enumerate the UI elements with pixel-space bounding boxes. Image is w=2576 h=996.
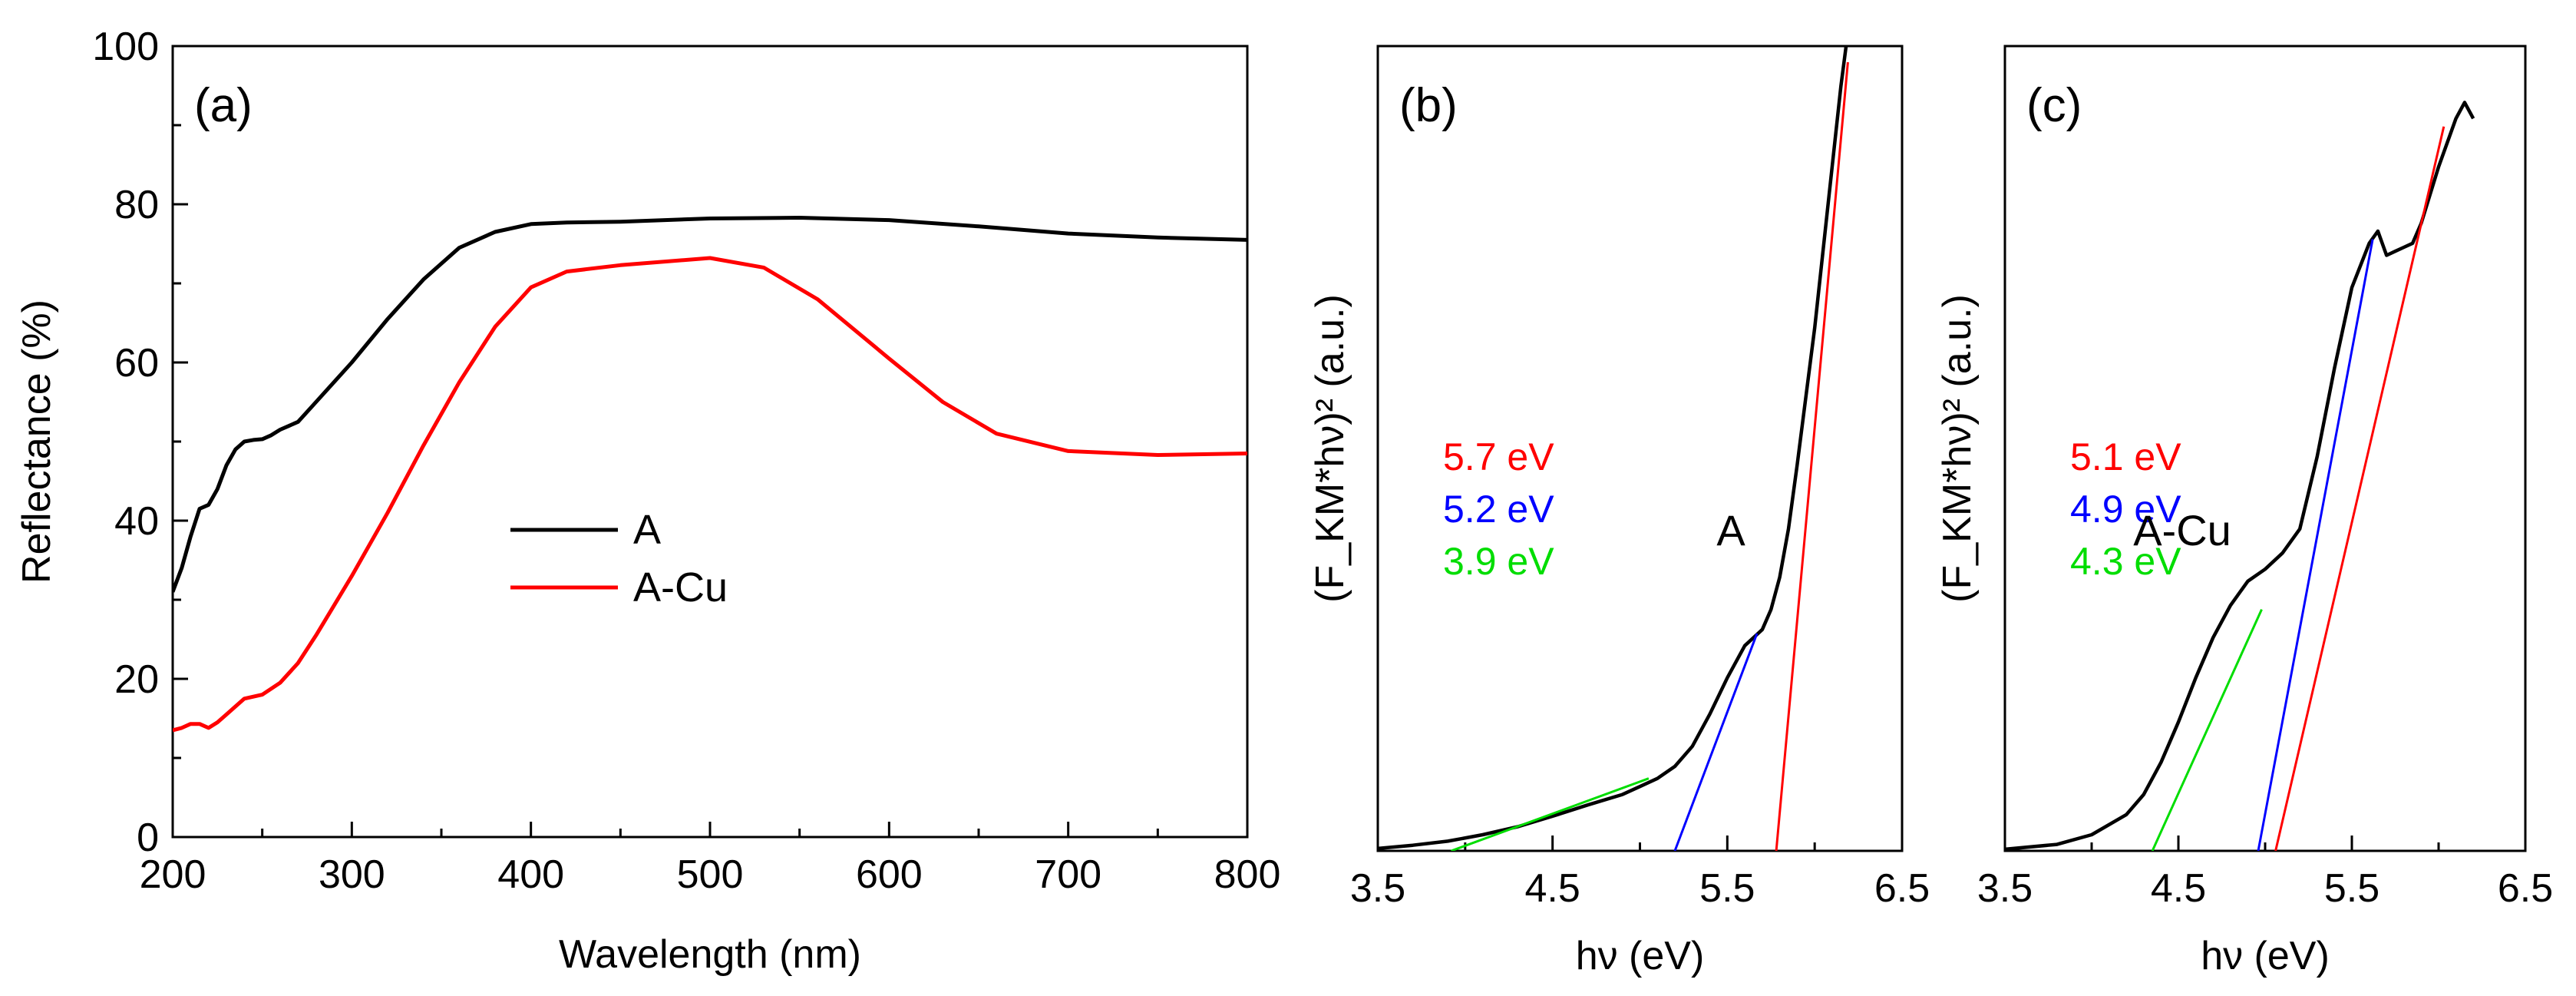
x-tick-label: 5.5	[1699, 866, 1755, 911]
x-axis-title: hν (eV)	[1576, 934, 1705, 978]
gap-label: 4.3 eV	[2070, 540, 2181, 583]
legend-label: A-Cu	[633, 564, 728, 611]
x-tick-label: 4.5	[2151, 866, 2206, 911]
x-tick-label: 600	[856, 852, 923, 897]
x-tick-label: 5.5	[2324, 866, 2379, 911]
series-line-a	[173, 216, 1247, 593]
panel-b: 3.5 4.5 5.5 6.5 (b) hν (eV) (F_KM*hν)² (a.u.) 5…	[1308, 45, 1930, 978]
y-tick-label: 40	[114, 499, 159, 544]
sample-label: A	[1716, 506, 1745, 554]
y-tick-label: 60	[114, 341, 159, 385]
series-line-a-cu	[173, 256, 1247, 733]
gap-label: 5.2 eV	[1443, 488, 1554, 531]
x-tick-label: 300	[319, 852, 385, 897]
y-tick-label: 100	[92, 25, 159, 69]
y-tick-label: 80	[114, 183, 159, 227]
sample-label: A-Cu	[2133, 506, 2231, 554]
gap-label: 4.9 eV	[2070, 488, 2181, 531]
x-tick-label: 400	[497, 852, 564, 897]
x-tick-label: 500	[677, 852, 744, 897]
panel-a: 200 300 400 500 600 700 800 0 20 40 60 80 100 (a) Wave…	[15, 25, 1280, 977]
gap-label: 5.7 eV	[1443, 435, 1554, 478]
panel-c: 3.5 4.5 5.5 6.5 (c) hν (eV) (F_KM*hν)² (a.u.) 5…	[1935, 45, 2553, 978]
series-line-fit-4-9-ev	[2257, 239, 2374, 851]
x-tick-label: 6.5	[1874, 866, 1930, 911]
series-line-a-cu	[2005, 101, 2475, 851]
panel-label-c: (c)	[2026, 79, 2082, 132]
series-line-fit-5-1-ev	[2274, 126, 2446, 851]
x-tick-label: 3.5	[1350, 866, 1405, 911]
y-axis-title: (F_KM*hν)² (a.u.)	[1935, 294, 1980, 603]
x-tick-label: 6.5	[2498, 866, 2553, 911]
y-axis-title: Reflectance (%)	[15, 299, 59, 584]
series-line-fit-4-3-ev	[2151, 608, 2263, 851]
panel-label-a: (a)	[194, 79, 253, 132]
x-axis-title: hν (eV)	[2201, 934, 2330, 978]
y-tick-label: 20	[114, 657, 159, 702]
x-tick-label: 800	[1214, 852, 1281, 897]
x-tick-label: 700	[1035, 852, 1101, 897]
x-tick-label: 200	[140, 852, 206, 897]
y-tick-label: 0	[137, 816, 159, 860]
x-tick-label: 3.5	[1977, 866, 2033, 911]
x-tick-label: 4.5	[1525, 866, 1580, 911]
panel-label-b: (b)	[1399, 79, 1458, 132]
y-axis-title: (F_KM*hν)² (a.u.)	[1308, 294, 1352, 603]
x-axis-title: Wavelength (nm)	[559, 932, 861, 977]
gap-label: 3.9 eV	[1443, 540, 1554, 583]
series-line-fit-3-9-ev	[1451, 777, 1650, 851]
gap-label: 5.1 eV	[2070, 435, 2181, 478]
plot-frame-a	[171, 45, 1249, 839]
series-line-fit-5-2-ev	[1673, 633, 1759, 851]
legend-label: A	[633, 507, 661, 553]
series-line-fit-5-7-ev	[1775, 61, 1849, 851]
